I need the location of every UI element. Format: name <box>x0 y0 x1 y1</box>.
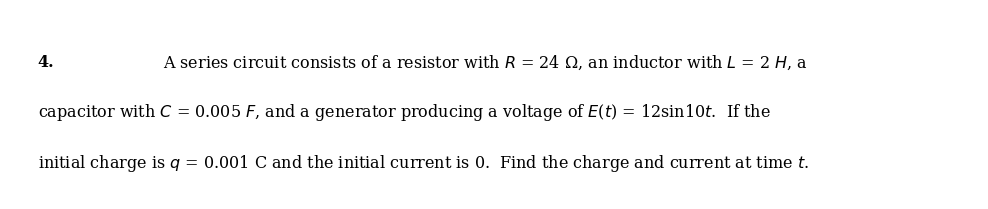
Text: 4.: 4. <box>38 54 54 71</box>
Text: initial charge is $q$ = 0.001 C and the initial current is 0.  Find the charge a: initial charge is $q$ = 0.001 C and the … <box>38 153 808 173</box>
Text: capacitor with $C$ = 0.005 $F$, and a generator producing a voltage of $E$($t$) : capacitor with $C$ = 0.005 $F$, and a ge… <box>38 102 771 123</box>
Text: A series circuit consists of a resistor with $R$ = 24 Ω, an inductor with $L$ = : A series circuit consists of a resistor … <box>163 54 808 72</box>
